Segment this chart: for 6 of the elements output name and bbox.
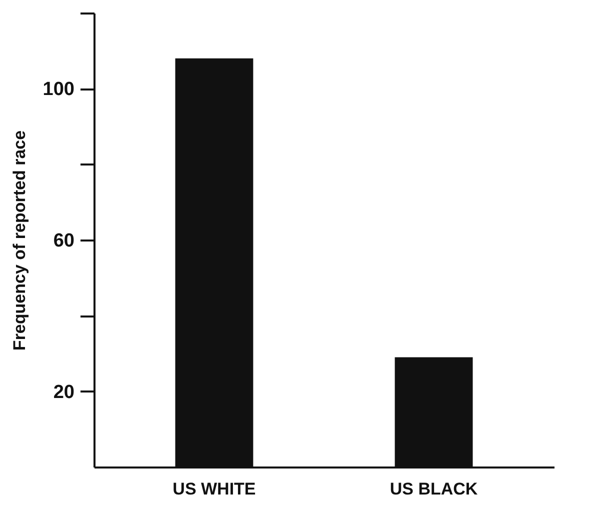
x-tick-label: US WHITE	[172, 480, 256, 498]
y-tick-label: 20	[53, 382, 74, 403]
x-tick-label: US BLACK	[390, 480, 478, 498]
y-tick-label: 100	[42, 79, 74, 100]
y-tick-label: 60	[53, 230, 74, 252]
y-axis-title: Frequency of reported race	[10, 130, 29, 351]
